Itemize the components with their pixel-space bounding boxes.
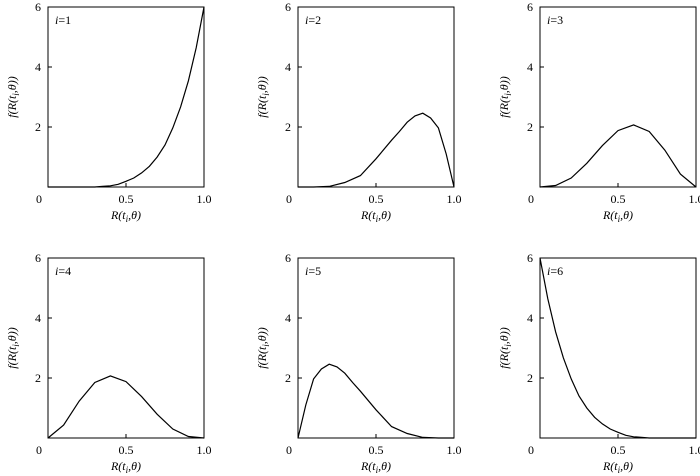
panel-6: 2 4 6 0 0.5 1.0 i=6 R(ti,θ) f(R(ti,θ)) xyxy=(497,251,700,475)
x-axis-label: R(ti,θ) xyxy=(602,459,633,475)
y-tick-label: 6 xyxy=(285,251,291,265)
density-curve xyxy=(48,6,205,188)
y-tick-label: 4 xyxy=(285,60,291,74)
y-axis-label: f(R(ti,θ)) xyxy=(255,327,271,368)
y-tick-label: 2 xyxy=(285,371,291,385)
y-axis-label: f(R(ti,θ)) xyxy=(255,76,271,117)
x-tick-label: 0 xyxy=(528,192,534,206)
y-axis-label: f(R(ti,θ)) xyxy=(497,327,513,368)
y-axis-label: f(R(ti,θ)) xyxy=(497,76,513,117)
plot-frame xyxy=(47,257,205,439)
y-tick-label: 2 xyxy=(285,120,291,134)
x-tick-label: 0.5 xyxy=(369,192,384,206)
x-tick-label: 0 xyxy=(528,443,534,457)
panel-label: i=3 xyxy=(547,13,563,27)
panel-label: i=2 xyxy=(305,13,321,27)
panel-4: 2 4 6 0 0.5 1.0 i=4 R(ti,θ) f(R(ti,θ)) xyxy=(5,251,212,475)
y-tick-label: 4 xyxy=(527,311,533,325)
x-tick-label: 1.0 xyxy=(197,192,212,206)
plot-frame xyxy=(539,257,697,439)
y-tick-label: 4 xyxy=(285,311,291,325)
x-tick-label: 1.0 xyxy=(689,443,700,457)
x-axis-label: R(ti,θ) xyxy=(602,208,633,224)
y-tick-label: 4 xyxy=(35,311,41,325)
x-tick-label: 0.5 xyxy=(611,192,626,206)
plot-frame xyxy=(297,257,455,439)
x-tick-label: 0 xyxy=(286,443,292,457)
panel-label: i=6 xyxy=(547,264,563,278)
plot-frame xyxy=(47,6,205,188)
plot-frame xyxy=(539,6,697,188)
x-axis-label: R(ti,θ) xyxy=(360,208,391,224)
panel-label: i=1 xyxy=(55,13,71,27)
y-tick-label: 2 xyxy=(527,371,533,385)
x-tick-label: 0 xyxy=(36,443,42,457)
y-axis-label: f(R(ti,θ)) xyxy=(5,76,21,117)
y-tick-label: 2 xyxy=(35,120,41,134)
x-tick-label: 1.0 xyxy=(447,443,462,457)
x-tick-label: 1.0 xyxy=(197,443,212,457)
plot-frame xyxy=(297,6,455,188)
panel-1: 2 4 6 0 0.5 1.0 i=1 R(ti,θ) f(R(ti,θ)) xyxy=(5,0,212,224)
x-axis-label: R(ti,θ) xyxy=(110,459,141,475)
density-curve xyxy=(539,257,696,439)
y-tick-label: 6 xyxy=(527,0,533,14)
y-tick-label: 4 xyxy=(527,60,533,74)
x-axis-label: R(ti,θ) xyxy=(110,208,141,224)
x-tick-label: 0.5 xyxy=(611,443,626,457)
density-curve xyxy=(539,124,697,188)
y-tick-label: 6 xyxy=(285,0,291,14)
x-tick-label: 0.5 xyxy=(369,443,384,457)
panel-5: 2 4 6 0 0.5 1.0 i=5 R(ti,θ) f(R(ti,θ)) xyxy=(255,251,462,475)
x-tick-label: 0 xyxy=(36,192,42,206)
density-curve xyxy=(47,375,205,439)
y-axis-label: f(R(ti,θ)) xyxy=(5,327,21,368)
x-axis-label: R(ti,θ) xyxy=(360,459,391,475)
panel-label: i=4 xyxy=(55,264,71,278)
x-tick-label: 0.5 xyxy=(119,192,134,206)
density-curve xyxy=(297,363,454,439)
panel-label: i=5 xyxy=(305,264,321,278)
x-tick-label: 0.5 xyxy=(119,443,134,457)
density-curve xyxy=(298,112,455,188)
y-tick-label: 6 xyxy=(527,251,533,265)
y-tick-label: 6 xyxy=(35,251,41,265)
panel-2: 2 4 6 0 0.5 1.0 i=2 R(ti,θ) f(R(ti,θ)) xyxy=(255,0,462,224)
panel-3: 2 4 6 0 0.5 1.0 i=3 R(ti,θ) f(R(ti,θ)) xyxy=(497,0,700,224)
y-tick-label: 2 xyxy=(35,371,41,385)
y-tick-label: 4 xyxy=(35,60,41,74)
x-tick-label: 1.0 xyxy=(689,192,700,206)
x-tick-label: 0 xyxy=(286,192,292,206)
y-tick-label: 6 xyxy=(35,0,41,14)
y-tick-label: 2 xyxy=(527,120,533,134)
x-tick-label: 1.0 xyxy=(447,192,462,206)
